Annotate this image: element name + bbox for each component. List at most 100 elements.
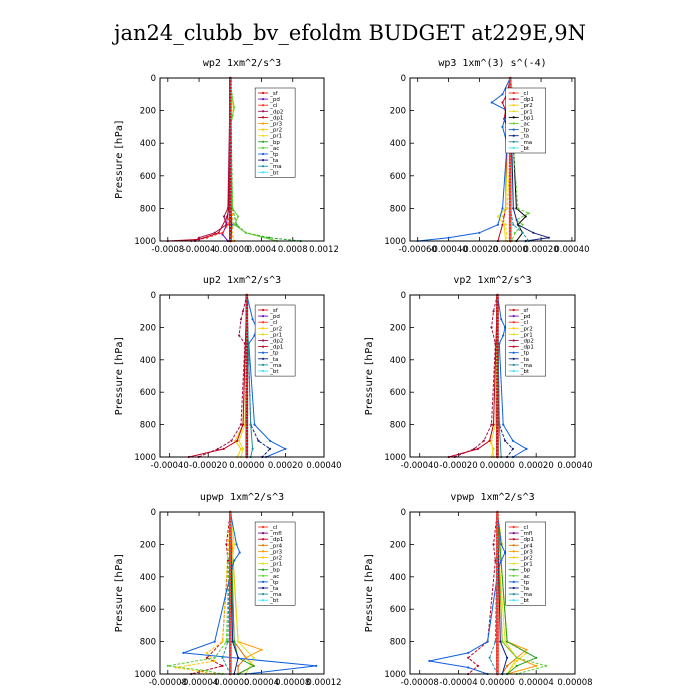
y-tick-label: 400 [390, 139, 406, 149]
legend-entry: _ma [520, 363, 532, 369]
zero-line-marker [245, 397, 249, 401]
series-point-pr1 [238, 439, 241, 442]
legend-entry: _pr1 [269, 134, 282, 140]
zero-line-marker [229, 633, 232, 637]
legend-entry: _pr3 [520, 549, 534, 555]
legend-marker [512, 532, 515, 535]
zero-line-marker [496, 640, 499, 643]
y-tick-label: 400 [140, 356, 156, 366]
zero-line-marker [508, 80, 512, 83]
legend-entry: _dp2 [269, 339, 283, 345]
y-tick-label: 200 [390, 540, 406, 550]
zero-line-marker [508, 216, 512, 220]
legend-marker [512, 363, 515, 366]
series-point-dp1 [467, 656, 470, 659]
zero-line-marker [496, 436, 499, 439]
legend-marker [512, 308, 515, 312]
legend-entry: _pr1 [520, 109, 533, 115]
zero-line-marker [229, 617, 232, 621]
y-tick-label: 1000 [134, 670, 156, 680]
zero-line-marker [229, 174, 232, 178]
series-point-dp1 [241, 423, 245, 426]
legend-entry: _dp2 [269, 109, 283, 115]
legend-marker [262, 98, 265, 101]
series-point-ma [512, 223, 515, 226]
legend-entry: _dp1 [269, 115, 283, 121]
legend-entry: _pr2 [269, 326, 282, 332]
zero-line-marker [496, 578, 499, 582]
series-point-dp1 [492, 543, 495, 546]
zero-line-marker [496, 309, 499, 313]
y-tick-label: 0 [401, 291, 406, 301]
series-line-tp [417, 77, 511, 242]
series-point-ac [213, 656, 216, 659]
y-axis-label: Pressure [hPa] [114, 554, 125, 633]
series-point-dp1 [476, 664, 479, 668]
legend-entry: _pr2 [520, 326, 533, 332]
series-point-pd [221, 233, 224, 236]
x-tick-label: -0.00008 [401, 678, 439, 688]
zero-line-marker [496, 394, 499, 397]
zero-line-marker [496, 452, 499, 456]
legend-entry: _pr1 [269, 562, 282, 568]
zero-line-marker [496, 562, 499, 566]
zero-line-marker [496, 332, 499, 336]
y-tick-label: 800 [390, 638, 406, 648]
legend-marker [262, 327, 265, 330]
x-tick-label: -0.00060 [399, 245, 437, 255]
zero-line-marker [229, 630, 232, 634]
zero-line-marker [245, 394, 249, 397]
x-tick-label: 0.00000 [480, 461, 515, 471]
zero-line-marker [229, 200, 232, 204]
zero-line-marker [496, 543, 499, 546]
zero-line-marker [496, 413, 499, 417]
legend-entry: _mfl [520, 531, 533, 537]
series-point-tp [251, 318, 254, 321]
zero-line-marker [229, 229, 232, 233]
x-tick-label: -0.00020 [189, 461, 227, 471]
series-line-tp [429, 511, 506, 675]
series-line-ta [509, 77, 549, 242]
zero-line-marker [229, 569, 232, 572]
zero-line-marker [496, 536, 499, 540]
legend-entry: _cl [520, 320, 529, 326]
series-point-pr2 [213, 659, 216, 663]
series-line-dp1 [448, 294, 498, 458]
zero-line-marker [496, 653, 499, 656]
panel-title: vpwp 1xm^2/s^3 [450, 492, 534, 503]
zero-line-marker [229, 119, 232, 122]
zero-line-marker [496, 546, 499, 549]
zero-line-marker [245, 426, 249, 430]
plot-frame [159, 77, 325, 242]
zero-line-marker [496, 627, 499, 630]
zero-line-marker [229, 552, 232, 556]
zero-line-marker [245, 423, 249, 426]
legend-entry: _tp [269, 152, 279, 158]
legend-entry: _ta [269, 586, 278, 592]
panel-1: wp3 1xm^(3) s^(-4)02004006008001000-0.00… [384, 58, 589, 255]
zero-line-marker [229, 210, 232, 213]
series-point-cl [221, 231, 224, 234]
zero-line-marker [245, 348, 249, 352]
zero-line-marker [229, 523, 232, 527]
x-tick-label: 0.00000 [493, 245, 528, 255]
legend-entry: _ac [269, 574, 279, 580]
zero-line-marker [496, 659, 499, 663]
zero-line-marker [496, 377, 499, 381]
legend-marker [262, 357, 265, 360]
legend-marker [512, 525, 515, 529]
zero-line-marker [508, 194, 512, 197]
zero-line-marker [496, 539, 499, 543]
series-line-dp1 [467, 511, 498, 675]
zero-line-marker [245, 368, 249, 371]
series-point-tp [428, 659, 431, 663]
zero-line-marker [496, 355, 499, 358]
legend-marker [262, 351, 265, 354]
zero-line-marker [496, 342, 499, 345]
y-tick-label: 600 [390, 388, 406, 398]
legend-marker [512, 327, 515, 330]
series-point-dp1 [225, 543, 228, 546]
legend-entry: _ma [269, 164, 281, 170]
y-tick-label: 800 [140, 421, 156, 431]
